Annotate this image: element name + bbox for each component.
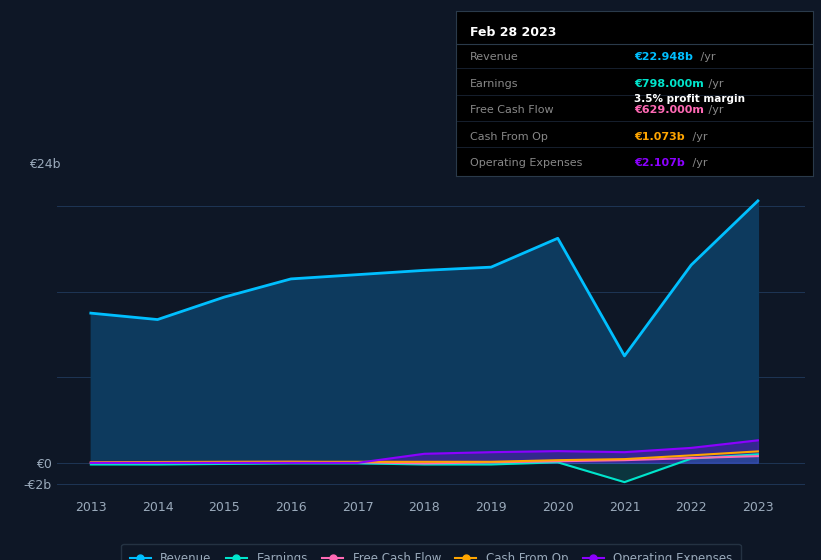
- Text: /yr: /yr: [689, 132, 708, 142]
- Text: €798.000m: €798.000m: [635, 79, 704, 89]
- Text: €22.948b: €22.948b: [635, 53, 693, 63]
- Text: /yr: /yr: [705, 105, 723, 115]
- Text: /yr: /yr: [705, 79, 723, 89]
- Text: Earnings: Earnings: [470, 79, 518, 89]
- Text: Free Cash Flow: Free Cash Flow: [470, 105, 553, 115]
- Text: €2.107b: €2.107b: [635, 158, 685, 168]
- Text: /yr: /yr: [697, 53, 716, 63]
- Text: €1.073b: €1.073b: [635, 132, 685, 142]
- Text: Revenue: Revenue: [470, 53, 519, 63]
- Legend: Revenue, Earnings, Free Cash Flow, Cash From Op, Operating Expenses: Revenue, Earnings, Free Cash Flow, Cash …: [122, 544, 741, 560]
- Text: 3.5% profit margin: 3.5% profit margin: [635, 94, 745, 104]
- Text: /yr: /yr: [689, 158, 708, 168]
- Text: €629.000m: €629.000m: [635, 105, 704, 115]
- Text: €24b: €24b: [29, 158, 60, 171]
- Text: Operating Expenses: Operating Expenses: [470, 158, 582, 168]
- Text: Feb 28 2023: Feb 28 2023: [470, 26, 557, 39]
- Text: Cash From Op: Cash From Op: [470, 132, 548, 142]
